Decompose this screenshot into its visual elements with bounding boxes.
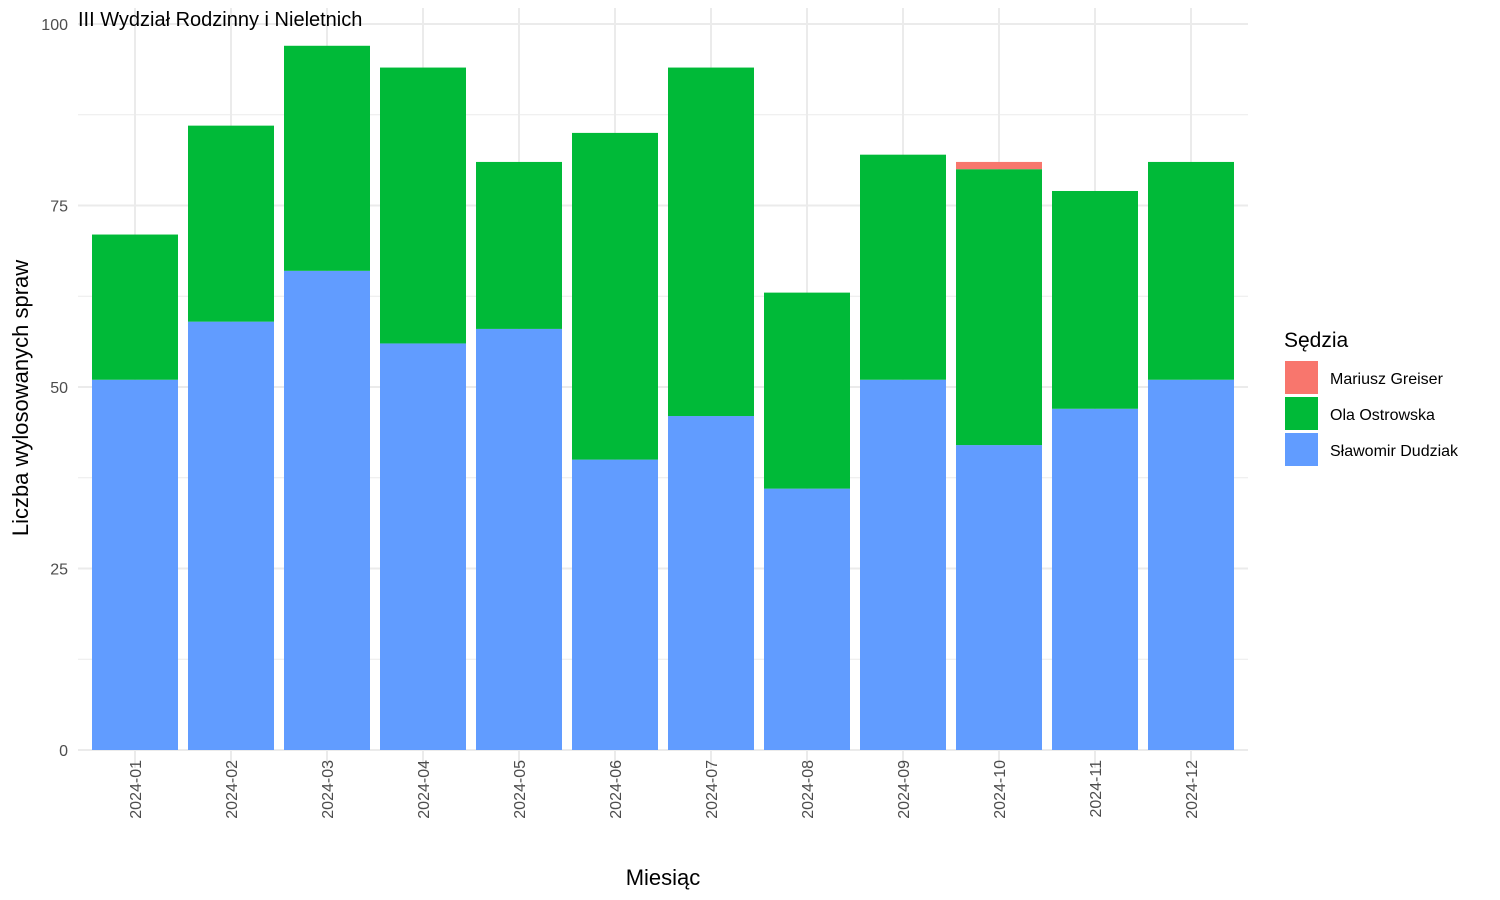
legend-key [1285,361,1318,394]
x-tick-label: 2024-01 [128,760,145,819]
bar-segment [668,67,754,417]
x-tick-label: 2024-08 [800,760,817,819]
y-tick-label: 50 [50,380,68,397]
x-tick-label: 2024-11 [1088,760,1105,818]
bar-segment [92,234,178,380]
legend-key [1285,433,1318,466]
bar-segment [572,132,658,460]
bar-segment [1148,379,1234,750]
y-axis-title: Liczba wylosowanych spraw [8,260,33,536]
x-tick-label: 2024-10 [992,760,1009,819]
bar-segment [380,343,466,750]
bars-layer [92,45,1234,750]
bar-segment [956,445,1042,750]
y-tick-label: 0 [59,743,68,760]
bar-segment [284,45,370,271]
legend-label: Mariusz Greiser [1330,371,1444,388]
x-tick-label: 2024-03 [320,760,337,819]
y-tick-label: 75 [50,199,68,216]
x-tick-label: 2024-05 [512,760,529,819]
bar-segment [860,154,946,380]
bar-segment [956,161,1042,170]
bar-segment [188,321,274,750]
bar-segment [1148,161,1234,380]
bar-segment [764,292,850,489]
bar-segment [572,459,658,750]
legend-key [1285,397,1318,430]
bar-segment [188,125,274,322]
legend: Sędzia Mariusz Greiser Ola Ostrowska Sławo… [1284,329,1459,466]
y-tick-label: 25 [50,562,68,579]
bar-segment [284,270,370,750]
bar-segment [380,67,466,344]
x-tick-label: 2024-04 [416,760,433,819]
x-tick-label: 2024-02 [224,760,241,819]
bar-segment [476,328,562,750]
chart-title: III Wydział Rodzinny i Nieletnich [78,9,362,31]
x-axis-title: Miesiąc [626,865,701,890]
bar-segment [1052,190,1138,409]
bar-segment [1052,408,1138,750]
legend-title: Sędzia [1284,329,1349,352]
bar-segment [764,488,850,750]
x-tick-label: 2024-06 [608,760,625,819]
x-tick-label: 2024-12 [1184,760,1201,819]
legend-items: Mariusz Greiser Ola Ostrowska Sławomir Dud… [1285,361,1459,466]
bar-segment [92,379,178,750]
x-tick-labels: 2024-01 2024-02 2024-03 2024-04 2024-05 2024-… [128,760,1201,819]
bar-segment [668,416,754,750]
x-tick-label: 2024-09 [896,760,913,819]
bar-segment [476,161,562,329]
legend-label: Ola Ostrowska [1330,407,1435,424]
bar-segment [860,379,946,750]
x-tick-label: 2024-07 [704,760,721,819]
bar-segment [956,169,1042,446]
legend-label: Sławomir Dudziak [1330,443,1459,460]
y-tick-label: 100 [41,17,68,34]
y-tick-labels: 0 25 50 75 100 [41,17,68,760]
